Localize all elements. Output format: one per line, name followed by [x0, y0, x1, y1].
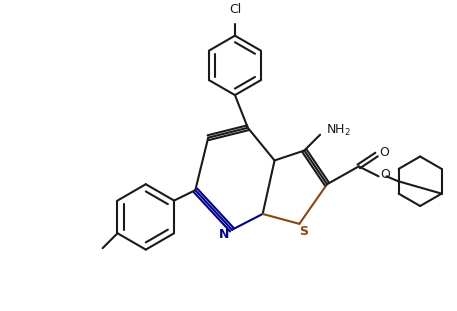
Text: O: O: [379, 146, 389, 159]
Text: N: N: [219, 228, 229, 241]
Text: NH$_2$: NH$_2$: [326, 123, 351, 138]
Text: S: S: [299, 225, 308, 238]
Text: O: O: [381, 168, 390, 181]
Text: Cl: Cl: [229, 3, 241, 16]
